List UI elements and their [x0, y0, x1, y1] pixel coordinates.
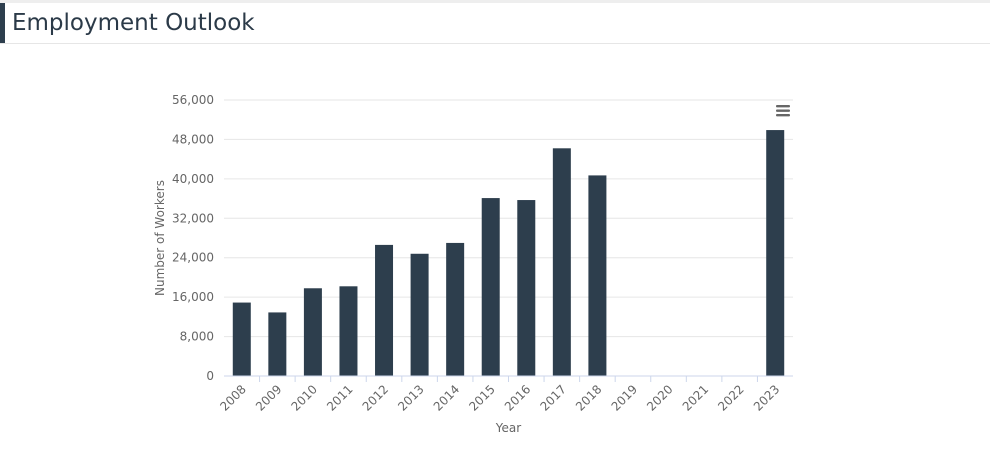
bar — [766, 130, 785, 376]
y-tick-label: 32,000 — [172, 211, 214, 225]
x-axis-tick-labels: 2008 2009 2010 2011 2012 2013 2014 2015 2016 2017… — [217, 382, 782, 413]
y-tick-label: 40,000 — [172, 172, 214, 186]
y-axis-tick-labels: 0 8,000 16,000 24,000 32,000 40,000 48,000 56,0… — [172, 93, 214, 383]
x-tick-label: 2016 — [502, 382, 533, 413]
x-tick-label: 2020 — [644, 382, 675, 413]
x-tick-label: 2013 — [395, 382, 426, 413]
bar — [268, 312, 287, 376]
bar — [517, 200, 536, 376]
y-tick-label: 24,000 — [172, 251, 214, 265]
bar — [232, 302, 251, 376]
x-tick-label: 2012 — [360, 382, 391, 413]
x-tick-label: 2014 — [431, 382, 462, 413]
bar — [446, 242, 465, 376]
bar — [339, 286, 358, 376]
bars — [232, 130, 785, 376]
bar — [410, 253, 429, 376]
x-tick-label: 2011 — [324, 382, 355, 413]
y-tick-label: 0 — [206, 369, 214, 383]
page-title: Employment Outlook — [12, 10, 255, 36]
x-axis-tick-marks — [259, 376, 758, 382]
y-tick-label: 56,000 — [172, 93, 214, 107]
x-tick-label: 2018 — [573, 382, 604, 413]
bar — [481, 198, 500, 376]
x-tick-label: 2017 — [537, 382, 568, 413]
y-axis-label: Number of Workers — [153, 180, 167, 296]
x-tick-label: 2015 — [466, 382, 497, 413]
page-header: Employment Outlook — [0, 3, 990, 44]
bar — [375, 244, 394, 376]
x-tick-label: 2021 — [680, 382, 711, 413]
x-tick-label: 2008 — [217, 382, 248, 413]
y-tick-label: 16,000 — [172, 290, 214, 304]
x-tick-label: 2022 — [715, 382, 746, 413]
bar — [303, 288, 322, 376]
x-tick-label: 2009 — [253, 382, 284, 413]
bar — [552, 148, 571, 376]
x-tick-label: 2010 — [289, 382, 320, 413]
hamburger-menu-icon[interactable] — [775, 104, 791, 118]
y-tick-label: 8,000 — [180, 330, 214, 344]
y-tick-label: 48,000 — [172, 132, 214, 146]
x-tick-label: 2019 — [609, 382, 640, 413]
header-accent-bar — [0, 3, 5, 43]
x-axis-label: Year — [495, 421, 521, 435]
top-strip — [0, 0, 990, 3]
x-tick-label: 2023 — [751, 382, 782, 413]
bar — [588, 175, 607, 376]
